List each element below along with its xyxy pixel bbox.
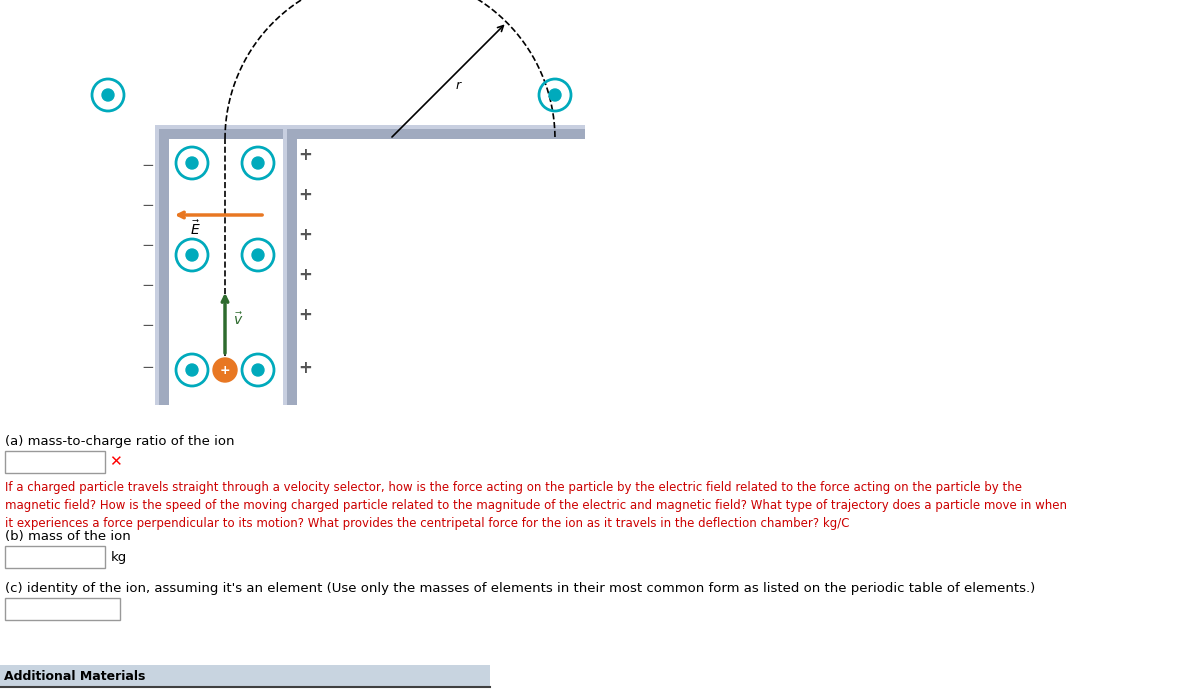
Text: −: − — [142, 277, 155, 293]
Bar — [155, 125, 298, 129]
Text: kg: kg — [112, 551, 127, 564]
Text: magnetic field? How is the speed of the moving charged particle related to the m: magnetic field? How is the speed of the … — [5, 499, 1067, 512]
Circle shape — [186, 249, 198, 261]
Text: −: − — [142, 237, 155, 253]
Text: it experiences a force perpendicular to its motion? What provides the centripeta: it experiences a force perpendicular to … — [5, 517, 850, 530]
Bar — [0, 665, 490, 687]
Text: −: − — [142, 197, 155, 213]
Circle shape — [102, 89, 114, 101]
Bar — [155, 125, 158, 405]
Circle shape — [186, 364, 198, 376]
Text: Additional Materials: Additional Materials — [4, 669, 145, 682]
Bar — [283, 125, 287, 405]
Text: +: + — [220, 364, 230, 377]
Text: +: + — [298, 226, 312, 244]
Circle shape — [214, 358, 238, 382]
Bar — [283, 125, 586, 139]
Text: (a) mass-to-charge ratio of the ion: (a) mass-to-charge ratio of the ion — [5, 435, 234, 448]
Text: (c) identity of the ion, assuming it's an element (Use only the masses of elemen: (c) identity of the ion, assuming it's a… — [5, 582, 1036, 595]
Circle shape — [186, 157, 198, 169]
Text: r: r — [456, 79, 461, 92]
Bar — [155, 125, 169, 405]
Bar — [5, 451, 106, 473]
Text: +: + — [298, 306, 312, 324]
Text: +: + — [298, 266, 312, 284]
Text: (b) mass of the ion: (b) mass of the ion — [5, 530, 131, 543]
Bar — [5, 598, 120, 620]
Circle shape — [252, 364, 264, 376]
Bar — [283, 125, 298, 405]
Text: +: + — [298, 186, 312, 204]
Bar — [5, 546, 106, 568]
Text: $\vec{E}$: $\vec{E}$ — [190, 219, 200, 238]
Text: If a charged particle travels straight through a velocity selector, how is the f: If a charged particle travels straight t… — [5, 481, 1022, 494]
Text: +: + — [298, 146, 312, 164]
Text: −: − — [142, 360, 155, 375]
Text: +: + — [298, 359, 312, 377]
Bar — [155, 125, 298, 139]
Bar — [283, 125, 287, 405]
Text: −: − — [142, 317, 155, 333]
Bar — [283, 125, 298, 405]
Text: ✕: ✕ — [109, 455, 121, 469]
Circle shape — [252, 157, 264, 169]
Circle shape — [252, 249, 264, 261]
Text: −: − — [142, 157, 155, 172]
Text: $\vec{v}$: $\vec{v}$ — [233, 312, 244, 328]
Bar — [283, 125, 586, 129]
Circle shape — [550, 89, 562, 101]
